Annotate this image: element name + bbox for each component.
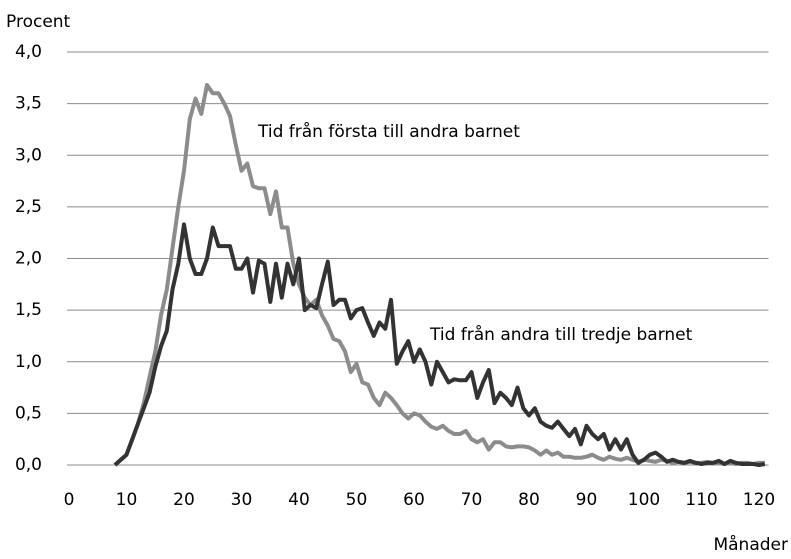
y-tick-label: 0,0 — [15, 455, 42, 475]
x-tick-label: 50 — [346, 490, 368, 510]
y-tick-label: 3,0 — [15, 145, 42, 165]
x-tick-label: 90 — [576, 490, 598, 510]
y-tick-label: 1,5 — [15, 300, 42, 320]
y-tick-label: 2,0 — [15, 249, 42, 269]
series-label: Tid från andra till tredje barnet — [429, 324, 693, 345]
y-tick-label: 4,0 — [15, 42, 42, 62]
x-tick-label: 0 — [64, 490, 75, 510]
x-tick-label: 120 — [743, 490, 775, 510]
x-tick-label: 20 — [173, 490, 195, 510]
series-line — [113, 83, 765, 467]
x-tick-label: 80 — [518, 490, 540, 510]
y-tick-label: 2,5 — [15, 197, 42, 217]
x-tick-label: 110 — [685, 490, 717, 510]
series-label: Tid från första till andra barnet — [257, 121, 520, 142]
x-axis-label: Månader — [713, 534, 788, 555]
x-tick-label: 60 — [403, 490, 425, 510]
x-tick-label: 40 — [288, 490, 310, 510]
y-tick-label: 0,5 — [15, 403, 42, 423]
series-line — [113, 222, 766, 467]
x-tick-label: 100 — [628, 490, 660, 510]
x-tick-label: 70 — [461, 490, 483, 510]
y-tick-label: 1,0 — [15, 352, 42, 372]
y-axis-label: Procent — [6, 12, 71, 32]
x-tick-label: 30 — [231, 490, 253, 510]
y-tick-label: 3,5 — [15, 94, 42, 114]
x-tick-label: 10 — [116, 490, 138, 510]
